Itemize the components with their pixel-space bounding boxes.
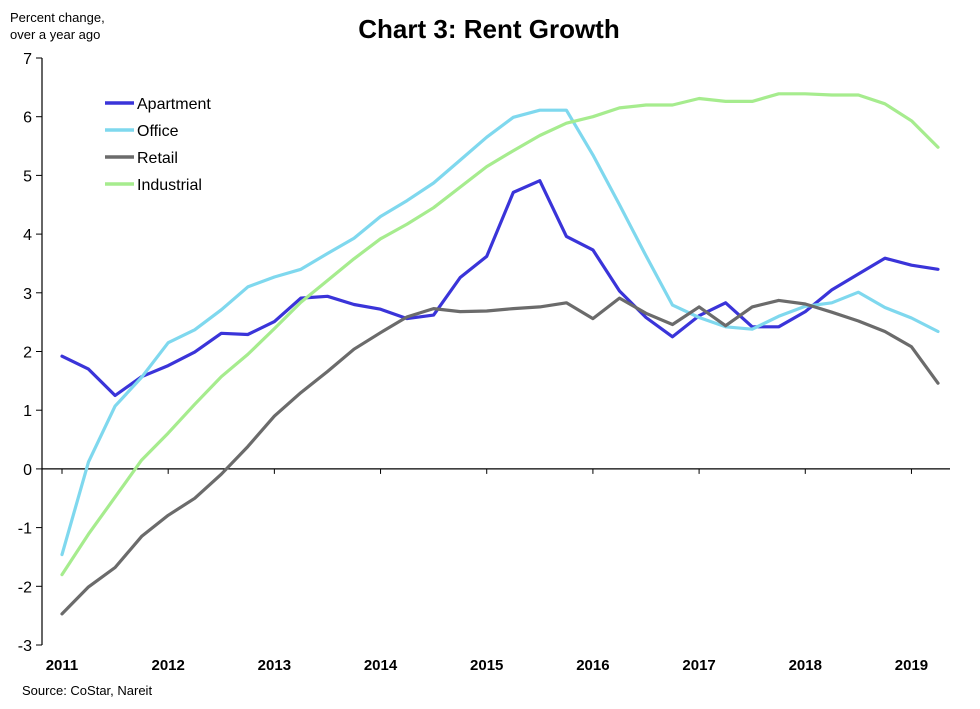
x-tick-label: 2019 bbox=[895, 657, 928, 674]
series-line-apartment bbox=[60, 179, 940, 398]
legend-label-office: Office bbox=[137, 123, 179, 140]
series-line-office bbox=[60, 108, 940, 557]
y-ticks: -3 -2 -1 0 1 2 3 4 5 6 7 bbox=[18, 51, 42, 655]
y-axis-label-line-2: over a year ago bbox=[10, 27, 100, 42]
series-line-retail bbox=[60, 296, 940, 616]
y-tick-label: 2 bbox=[23, 345, 32, 362]
x-tick-label: 2011 bbox=[46, 657, 79, 674]
series-line-industrial bbox=[60, 92, 940, 577]
legend-label-apartment: Apartment bbox=[137, 96, 211, 113]
legend-label-retail: Retail bbox=[137, 150, 178, 167]
legend-label-industrial: Industrial bbox=[137, 177, 202, 194]
y-tick-label: 0 bbox=[23, 462, 32, 479]
x-tick-label: 2016 bbox=[576, 657, 609, 674]
chart-title: Chart 3: Rent Growth bbox=[358, 14, 619, 44]
y-axis-label-line-1: Percent change, bbox=[10, 10, 105, 25]
x-ticks: 2011 2012 2013 2014 2015 2016 2017 2018 2019 bbox=[46, 468, 928, 674]
source-note: Source: CoStar, Nareit bbox=[22, 683, 152, 698]
y-tick-label: 6 bbox=[23, 110, 32, 127]
legend: Apartment Office Retail Industrial bbox=[105, 96, 211, 194]
x-tick-label: 2014 bbox=[364, 657, 398, 674]
y-tick-label: 5 bbox=[23, 168, 32, 185]
y-tick-label: 4 bbox=[23, 227, 32, 244]
y-tick-label: -1 bbox=[18, 521, 32, 538]
x-tick-label: 2012 bbox=[151, 657, 184, 674]
y-tick-label: 3 bbox=[23, 286, 32, 303]
x-tick-label: 2018 bbox=[789, 657, 822, 674]
y-tick-label: -2 bbox=[18, 579, 32, 596]
x-tick-label: 2013 bbox=[258, 657, 291, 674]
series-lines bbox=[60, 92, 940, 616]
x-tick-label: 2017 bbox=[682, 657, 715, 674]
y-tick-label: 1 bbox=[23, 403, 32, 420]
y-tick-label: -3 bbox=[18, 638, 32, 655]
y-tick-label: 7 bbox=[23, 51, 32, 68]
x-tick-label: 2015 bbox=[470, 657, 503, 674]
